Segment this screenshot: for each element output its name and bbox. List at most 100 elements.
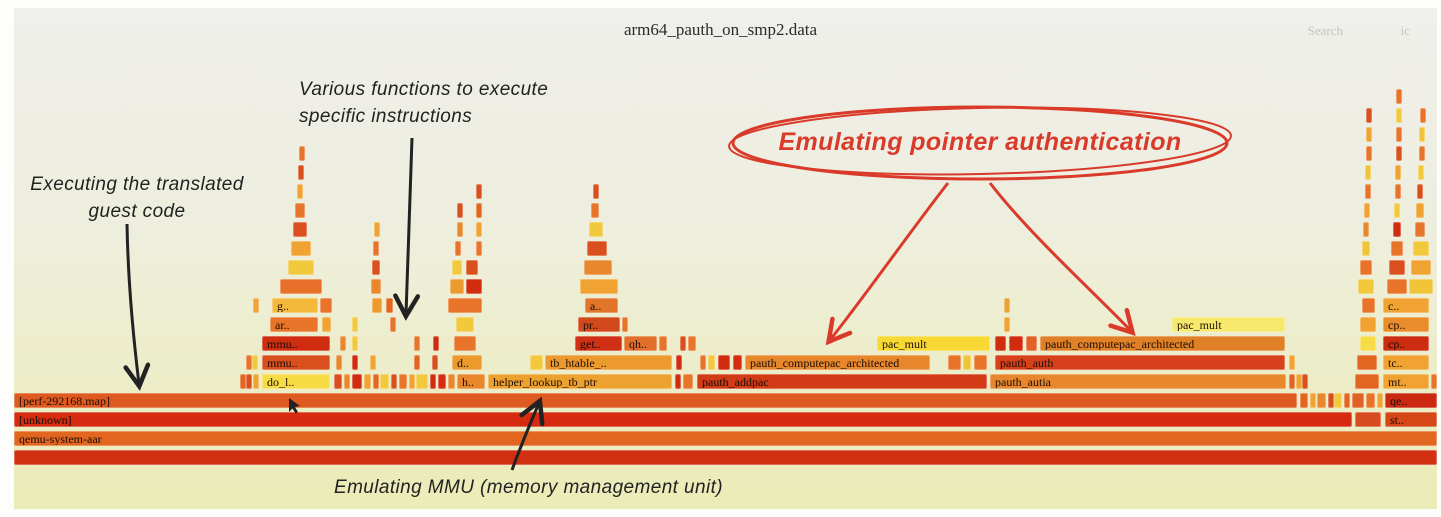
flame-frame[interactable] <box>1395 184 1401 199</box>
flame-frame[interactable] <box>700 355 706 370</box>
flame-frame[interactable] <box>476 184 482 199</box>
flame-frame[interactable] <box>291 241 311 256</box>
flame-frame[interactable] <box>448 374 455 389</box>
flame-frame[interactable] <box>1026 336 1037 351</box>
flame-frame-tc[interactable]: tc.. <box>1383 355 1429 370</box>
flame-frame[interactable] <box>252 355 258 370</box>
flame-frame-pac_mult[interactable]: pac_mult <box>877 336 990 351</box>
flame-frame-h[interactable]: h.. <box>457 374 485 389</box>
flame-frame[interactable] <box>322 317 331 332</box>
flame-frame[interactable] <box>409 374 415 389</box>
flame-frame[interactable] <box>253 374 259 389</box>
flame-frame[interactable] <box>1358 279 1374 294</box>
flame-frame-tb_htable_[interactable]: tb_htable_.. <box>545 355 672 370</box>
flame-frame[interactable] <box>1296 374 1302 389</box>
flame-frame[interactable] <box>1302 374 1308 389</box>
flame-frame-pauth_auth[interactable]: pauth_auth <box>995 355 1285 370</box>
flame-frame[interactable] <box>373 241 379 256</box>
flame-frame[interactable] <box>1366 127 1372 142</box>
flame-frame[interactable] <box>433 336 439 351</box>
flame-frame[interactable] <box>1396 89 1402 104</box>
flame-frame[interactable] <box>364 374 371 389</box>
flame-frame[interactable] <box>456 317 474 332</box>
flame-frame-c[interactable]: c.. <box>1383 298 1429 313</box>
flame-frame[interactable] <box>432 355 438 370</box>
flame-frame[interactable] <box>454 336 476 351</box>
flame-frame[interactable] <box>1357 355 1377 370</box>
flame-frame-do_l[interactable]: do_l.. <box>262 374 330 389</box>
flame-frame-pr[interactable]: pr.. <box>578 317 620 332</box>
flame-frame[interactable] <box>1395 165 1401 180</box>
flame-frame[interactable] <box>373 374 379 389</box>
flame-frame-mmu[interactable]: mmu.. <box>262 355 330 370</box>
flame-frame[interactable] <box>1300 393 1308 408</box>
flame-frame[interactable] <box>352 317 358 332</box>
flame-frame[interactable] <box>948 355 961 370</box>
flame-frame[interactable] <box>1418 165 1424 180</box>
flame-frame[interactable] <box>974 355 987 370</box>
flame-frame-pauth_addpac[interactable]: pauth_addpac <box>697 374 987 389</box>
flame-frame[interactable] <box>1317 393 1326 408</box>
flame-frame[interactable] <box>457 222 463 237</box>
flame-frame-pac_mult[interactable]: pac_mult <box>1172 317 1285 332</box>
flame-frame[interactable] <box>452 260 462 275</box>
flame-frame-get[interactable]: get.. <box>575 336 622 351</box>
flame-frame-cp[interactable]: cp.. <box>1383 317 1429 332</box>
flame-frame[interactable] <box>1387 279 1407 294</box>
flame-frame[interactable] <box>14 450 1437 465</box>
flame-frame[interactable] <box>1396 127 1402 142</box>
flame-frame-g[interactable]: g.. <box>272 298 318 313</box>
flame-frame[interactable] <box>1391 241 1403 256</box>
flame-frame[interactable] <box>1362 298 1375 313</box>
flame-frame[interactable] <box>293 222 307 237</box>
flame-frame-cp[interactable]: cp.. <box>1383 336 1429 351</box>
flame-frame[interactable] <box>1396 146 1402 161</box>
flame-frame[interactable] <box>1411 260 1431 275</box>
flame-frame[interactable] <box>733 355 742 370</box>
flame-frame[interactable] <box>1431 374 1437 389</box>
flame-frame[interactable] <box>622 317 628 332</box>
flame-frame[interactable] <box>676 355 682 370</box>
flame-frame[interactable] <box>1009 336 1023 351</box>
flame-frame[interactable] <box>1389 260 1405 275</box>
flame-frame[interactable] <box>587 241 607 256</box>
flame-frame[interactable] <box>240 374 246 389</box>
flame-frame[interactable] <box>380 374 389 389</box>
flame-frame-qe[interactable]: qe.. <box>1385 393 1437 408</box>
flame-frame[interactable] <box>1377 393 1383 408</box>
flame-frame[interactable] <box>675 374 681 389</box>
flame-frame[interactable] <box>352 374 362 389</box>
flame-frame-pauth_computepac_architected[interactable]: pauth_computepac_architected <box>1040 336 1285 351</box>
flame-frame[interactable] <box>1409 279 1433 294</box>
flame-frame[interactable] <box>1004 298 1010 313</box>
flame-frame[interactable] <box>1394 203 1400 218</box>
flame-frame[interactable] <box>386 298 393 313</box>
flame-frame-qh[interactable]: qh.. <box>624 336 657 351</box>
flame-frame[interactable] <box>1393 222 1401 237</box>
flame-frame[interactable] <box>1420 108 1426 123</box>
flame-frame[interactable] <box>1419 146 1425 161</box>
flame-frame-perf292168map[interactable]: [perf-292168.map] <box>14 393 1297 408</box>
flame-frame[interactable] <box>466 260 478 275</box>
flame-frame[interactable] <box>1366 108 1372 123</box>
flame-frame[interactable] <box>466 279 482 294</box>
flame-frame[interactable] <box>1413 241 1429 256</box>
flame-frame[interactable] <box>372 298 382 313</box>
flame-frame-mt[interactable]: mt.. <box>1383 374 1429 389</box>
flame-frame[interactable] <box>352 336 358 351</box>
flame-frame-helper_lookup_tb_ptr[interactable]: helper_lookup_tb_ptr <box>488 374 672 389</box>
flame-frame[interactable] <box>288 260 314 275</box>
flame-frame[interactable] <box>295 203 305 218</box>
flame-frame[interactable] <box>995 336 1006 351</box>
flame-frame[interactable] <box>688 336 696 351</box>
flame-frame[interactable] <box>334 374 342 389</box>
flame-frame[interactable] <box>438 374 446 389</box>
flame-frame[interactable] <box>457 203 463 218</box>
flame-frame[interactable] <box>1355 374 1379 389</box>
flame-frame[interactable] <box>1366 146 1372 161</box>
flame-frame[interactable] <box>1415 222 1425 237</box>
flame-frame[interactable] <box>1396 108 1402 123</box>
flame-frame[interactable] <box>1344 393 1350 408</box>
flame-frame[interactable] <box>659 336 667 351</box>
flame-frame[interactable] <box>1419 127 1425 142</box>
